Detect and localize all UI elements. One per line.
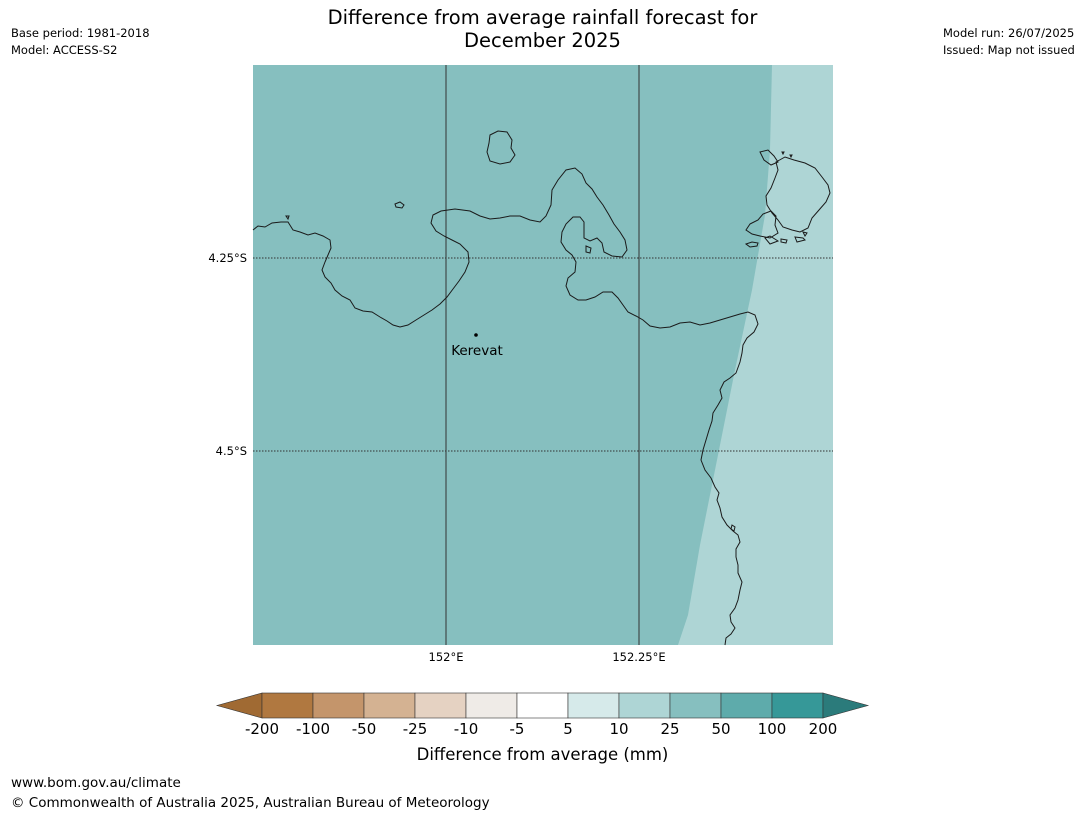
colorbar-tick-label: -200	[244, 720, 280, 738]
lat-label-4-25: 4.25°S	[208, 251, 247, 265]
colorbar-swatch	[414, 692, 467, 719]
colorbar-tick-label: -100	[295, 720, 331, 738]
colorbar-swatch	[771, 692, 824, 719]
colorbar-tick-label: -25	[402, 720, 428, 738]
colorbar-tick-label: 10	[609, 720, 629, 738]
colorbar-label: Difference from average (mm)	[416, 745, 669, 764]
colorbar-swatch	[516, 692, 569, 719]
footer-url: www.bom.gov.au/climate	[11, 775, 181, 791]
colorbar-ticks: -200 -100 -50 -25 -10 -5 5 10 25 50 100 200	[0, 720, 1085, 740]
island-north	[486, 130, 516, 165]
colorbar-swatch	[567, 692, 620, 719]
colorbar	[215, 692, 870, 719]
base-period-text: Base period: 1981-2018	[11, 26, 150, 40]
kerevat-marker	[474, 333, 478, 337]
colorbar-swatch	[618, 692, 671, 719]
colorbar-tick-label: 200	[808, 720, 838, 738]
map-title: Difference from average rainfall forecas…	[0, 6, 1085, 52]
title-line-1: Difference from average rainfall forecas…	[327, 6, 758, 29]
colorbar-swatch	[465, 692, 518, 719]
islet-west-small	[285, 215, 290, 221]
coastline	[252, 130, 831, 646]
colorbar-tick-label: 25	[660, 720, 680, 738]
colorbar-swatch	[312, 692, 365, 719]
colorbar-tick-label: 50	[711, 720, 731, 738]
lat-label-4-5: 4.5°S	[216, 444, 247, 458]
kerevat-label: Kerevat	[451, 343, 503, 359]
meta-left: Base period: 1981-2018 Model: ACCESS-S2	[11, 25, 150, 59]
duke-of-york-islands	[744, 149, 831, 248]
islet-center	[585, 245, 592, 254]
islet-west	[394, 201, 405, 209]
colorbar-tick-label: -5	[509, 720, 525, 738]
model-run-text: Model run: 26/07/2025	[943, 26, 1075, 40]
model-text: Model: ACCESS-S2	[11, 43, 118, 57]
gridlines	[253, 65, 833, 645]
issued-text: Issued: Map not issued	[943, 43, 1075, 57]
colorbar-swatch	[669, 692, 722, 719]
coastline-main	[252, 167, 759, 646]
colorbar-tick-label: -10	[453, 720, 479, 738]
colorbar-arrow-high	[822, 692, 870, 719]
colorbar-arrow-low	[215, 692, 263, 719]
colorbar-swatch	[261, 692, 314, 719]
meta-right: Model run: 26/07/2025 Issued: Map not is…	[943, 25, 1075, 59]
colorbar-tick-label: 5	[563, 720, 573, 738]
colorbar-swatch	[720, 692, 773, 719]
lon-label-152: 152°E	[429, 650, 464, 664]
footer-copyright: © Commonwealth of Australia 2025, Austra…	[11, 795, 490, 811]
title-line-2: December 2025	[464, 29, 621, 52]
lon-label-152-25: 152.25°E	[612, 650, 665, 664]
colorbar-swatch	[363, 692, 416, 719]
islet-south-coast	[730, 524, 736, 532]
colorbar-tick-label: -50	[351, 720, 377, 738]
colorbar-tick-label: 100	[757, 720, 787, 738]
